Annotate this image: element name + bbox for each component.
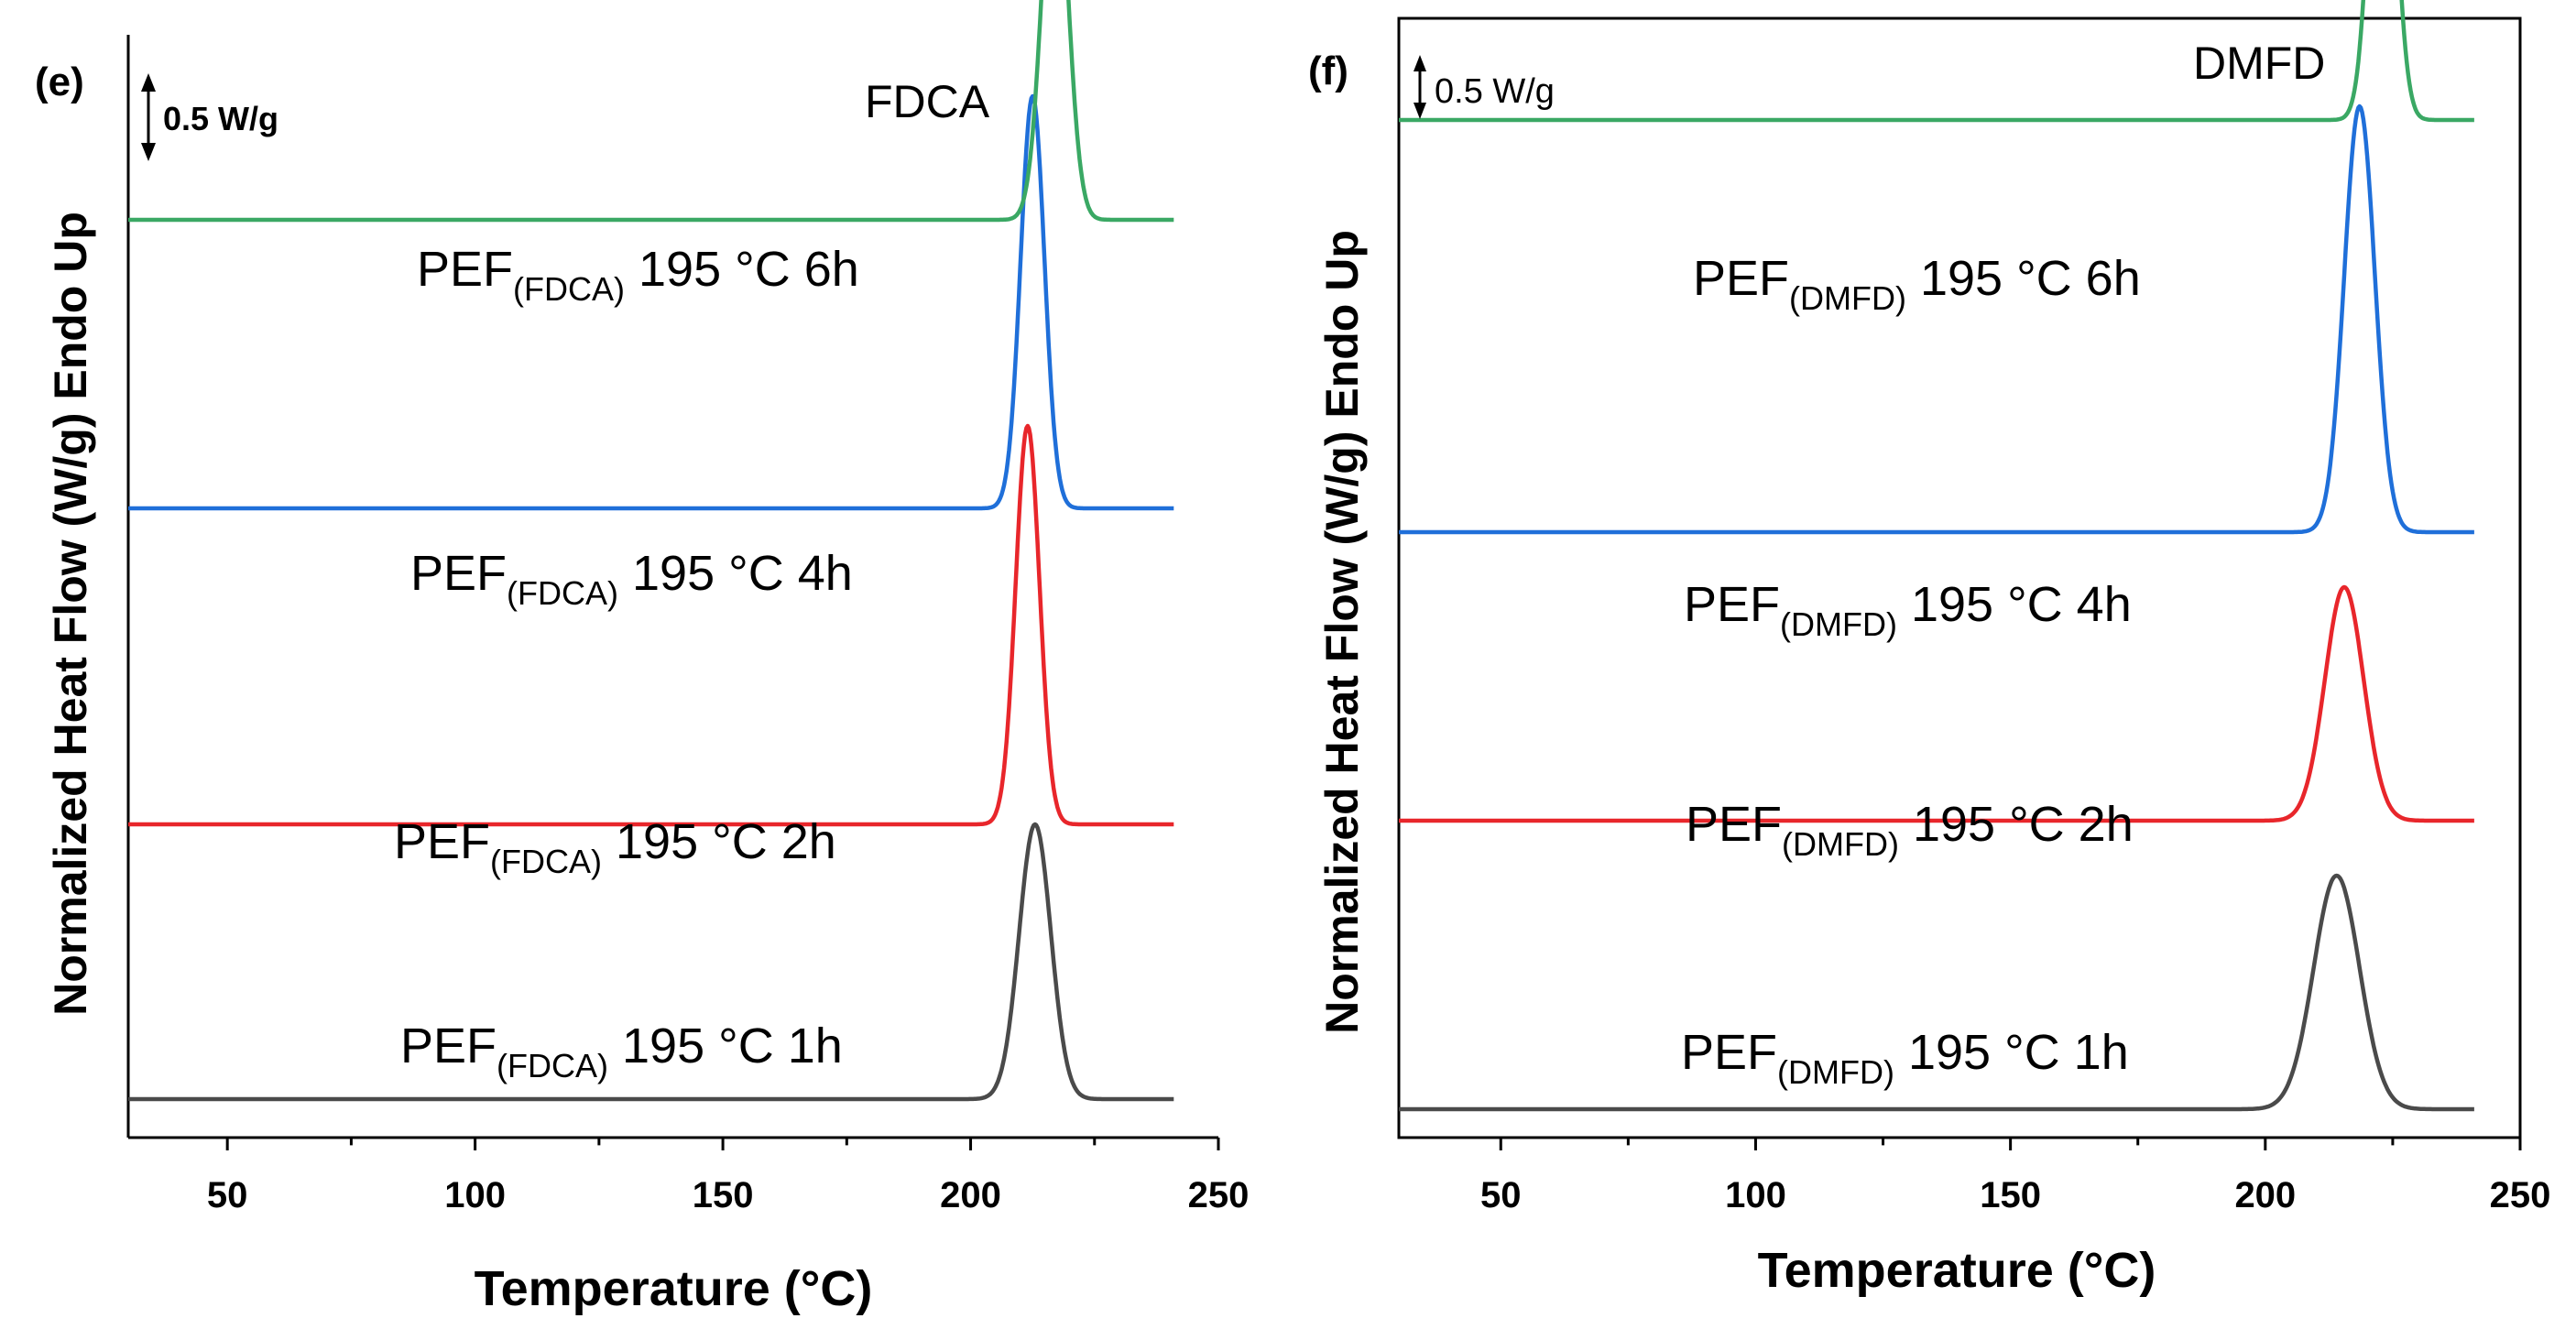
panel-e-curve-4h bbox=[127, 93, 1175, 511]
svg-text:PEF(FDCA) 195 °C 1h: PEF(FDCA) 195 °C 1h bbox=[400, 1019, 843, 1084]
panel-f-curve-6h bbox=[1398, 0, 2475, 123]
panel-e-x-ticks: 50 100 150 200 250 bbox=[207, 1138, 1249, 1215]
panel-f-frame bbox=[1397, 16, 2522, 1139]
panel-f-legend-6h-prefix: PEF bbox=[1693, 251, 1789, 306]
panel-f-x-tick-label-150: 150 bbox=[1980, 1175, 2041, 1215]
panel-e-x-tick-label-200: 200 bbox=[940, 1175, 1001, 1215]
svg-text:PEF(DMFD) 195 °C 1h: PEF(DMFD) 195 °C 1h bbox=[1681, 1025, 2129, 1091]
panel-f-legend-2h-subscript: (DMFD) bbox=[1782, 825, 1899, 863]
panel-f-title: DMFD bbox=[2193, 38, 2325, 89]
panel-f-legend-1h-subscript: (DMFD) bbox=[1777, 1053, 1894, 1091]
panel-f-scale-bar-label: 0.5 W/g bbox=[1435, 72, 1555, 111]
svg-text:PEF(FDCA) 195 °C 2h: PEF(FDCA) 195 °C 2h bbox=[394, 814, 836, 880]
panel-e-y-label: Normalized Heat Flow (W/g) Endo Up bbox=[45, 212, 96, 1016]
svg-text:PEF(DMFD) 195 °C 4h: PEF(DMFD) 195 °C 4h bbox=[1684, 577, 2132, 643]
panel-f-legend-4h-subscript: (DMFD) bbox=[1780, 605, 1897, 643]
panel-f-scale-bar: 0.5 W/g bbox=[1414, 55, 1555, 119]
panel-e-legend-6h-subscript: (FDCA) bbox=[513, 270, 625, 308]
panel-f-curve-4h bbox=[1398, 103, 2475, 535]
panel-e-legend-1h-suffix: 195 °C 1h bbox=[608, 1019, 843, 1073]
svg-text:PEF(DMFD) 195 °C 2h: PEF(DMFD) 195 °C 2h bbox=[1686, 797, 2134, 863]
panel-e: 50 100 150 200 250 (e) 0.5 W/g FDCA Normaliz… bbox=[35, 0, 1249, 1316]
panel-e-title: FDCA bbox=[865, 76, 990, 127]
svg-text:PEF(FDCA) 195 °C 6h: PEF(FDCA) 195 °C 6h bbox=[417, 242, 859, 308]
panel-f-legend-4h-suffix: 195 °C 4h bbox=[1897, 577, 2132, 632]
panel-e-legend-1h-prefix: PEF bbox=[400, 1019, 497, 1073]
panel-e-curve-6h bbox=[127, 0, 1175, 223]
panel-f-legend-4h-prefix: PEF bbox=[1684, 577, 1780, 632]
panel-f-x-tick-label-100: 100 bbox=[1725, 1175, 1786, 1215]
panel-f-legend-2h: PEF(DMFD) 195 °C 2h bbox=[1686, 797, 2134, 863]
panel-e-legend-4h-prefix: PEF bbox=[410, 546, 507, 601]
panel-f-label: (f) bbox=[1308, 49, 1348, 93]
panel-f-legend-6h: PEF(DMFD) 195 °C 6h bbox=[1693, 251, 2141, 317]
panel-f-legend-1h-prefix: PEF bbox=[1681, 1025, 1777, 1080]
panel-e-scale-bar-arrow-up bbox=[141, 73, 156, 92]
panel-e-legend-2h-suffix: 195 °C 2h bbox=[602, 814, 836, 869]
panel-e-legend-1h: PEF(FDCA) 195 °C 1h bbox=[400, 1019, 843, 1084]
panel-e-x-tick-label-150: 150 bbox=[693, 1175, 754, 1215]
panel-f: 50 100 150 200 250 (f) 0.5 W/g DMFD Normaliz… bbox=[1308, 0, 2550, 1298]
panel-f-legend-1h-suffix: 195 °C 1h bbox=[1894, 1025, 2129, 1080]
panel-f-legend-6h-suffix: 195 °C 6h bbox=[1906, 251, 2141, 306]
panel-e-legend-4h-subscript: (FDCA) bbox=[507, 574, 618, 612]
panel-f-curve-1h bbox=[1398, 873, 2475, 1112]
panel-e-x-label: Temperature (°C) bbox=[475, 1261, 873, 1316]
panel-e-x-tick-label-250: 250 bbox=[1188, 1175, 1250, 1215]
panel-e-legend-6h-prefix: PEF bbox=[417, 242, 513, 297]
panel-f-curve-2h bbox=[1398, 584, 2475, 823]
panel-e-legend-1h-subscript: (FDCA) bbox=[497, 1047, 608, 1084]
panel-f-x-tick-label-250: 250 bbox=[2490, 1175, 2551, 1215]
panel-f-scale-bar-arrow-up bbox=[1414, 55, 1426, 71]
panel-f-legend-6h-subscript: (DMFD) bbox=[1789, 279, 1906, 317]
panel-f-legend-2h-prefix: PEF bbox=[1686, 797, 1782, 852]
panel-f-y-label: Normalized Heat Flow (W/g) Endo Up bbox=[1316, 230, 1368, 1034]
panel-e-legend-6h: PEF(FDCA) 195 °C 6h bbox=[417, 242, 859, 308]
panel-f-scale-bar-arrow-down bbox=[1414, 103, 1426, 119]
panel-e-legend-6h-suffix: 195 °C 6h bbox=[625, 242, 859, 297]
panel-e-scale-bar: 0.5 W/g bbox=[141, 73, 278, 161]
panel-f-legend-1h: PEF(DMFD) 195 °C 1h bbox=[1681, 1025, 2129, 1091]
panel-e-legend-2h-prefix: PEF bbox=[394, 814, 490, 869]
panel-f-x-tick-label-200: 200 bbox=[2234, 1175, 2296, 1215]
panel-e-scale-bar-arrow-down bbox=[141, 143, 156, 161]
panel-e-scale-bar-label: 0.5 W/g bbox=[163, 100, 278, 137]
panel-f-x-ticks: 50 100 150 200 250 bbox=[1480, 1138, 2550, 1215]
panel-e-x-tick-label-100: 100 bbox=[444, 1175, 506, 1215]
svg-text:PEF(DMFD) 195 °C 6h: PEF(DMFD) 195 °C 6h bbox=[1693, 251, 2141, 317]
svg-text:PEF(FDCA) 195 °C 4h: PEF(FDCA) 195 °C 4h bbox=[410, 546, 853, 612]
panel-e-curve-2h bbox=[127, 423, 1175, 827]
panel-e-legend-4h-suffix: 195 °C 4h bbox=[618, 546, 853, 601]
panel-f-legend-4h: PEF(DMFD) 195 °C 4h bbox=[1684, 577, 2132, 643]
panel-e-label: (e) bbox=[35, 60, 84, 104]
panel-e-legend-2h: PEF(FDCA) 195 °C 2h bbox=[394, 814, 836, 880]
panel-f-curves bbox=[1398, 0, 2475, 1112]
panel-e-x-tick-label-50: 50 bbox=[207, 1175, 248, 1215]
panel-f-legend-2h-suffix: 195 °C 2h bbox=[1899, 797, 2134, 852]
panel-e-legend-2h-subscript: (FDCA) bbox=[490, 843, 602, 880]
panel-f-x-tick-label-50: 50 bbox=[1480, 1175, 1522, 1215]
panel-f-x-label: Temperature (°C) bbox=[1758, 1243, 2156, 1298]
panel-e-curve-1h bbox=[127, 822, 1175, 1102]
panel-e-legend-4h: PEF(FDCA) 195 °C 4h bbox=[410, 546, 853, 612]
panel-e-curves bbox=[127, 0, 1175, 1102]
